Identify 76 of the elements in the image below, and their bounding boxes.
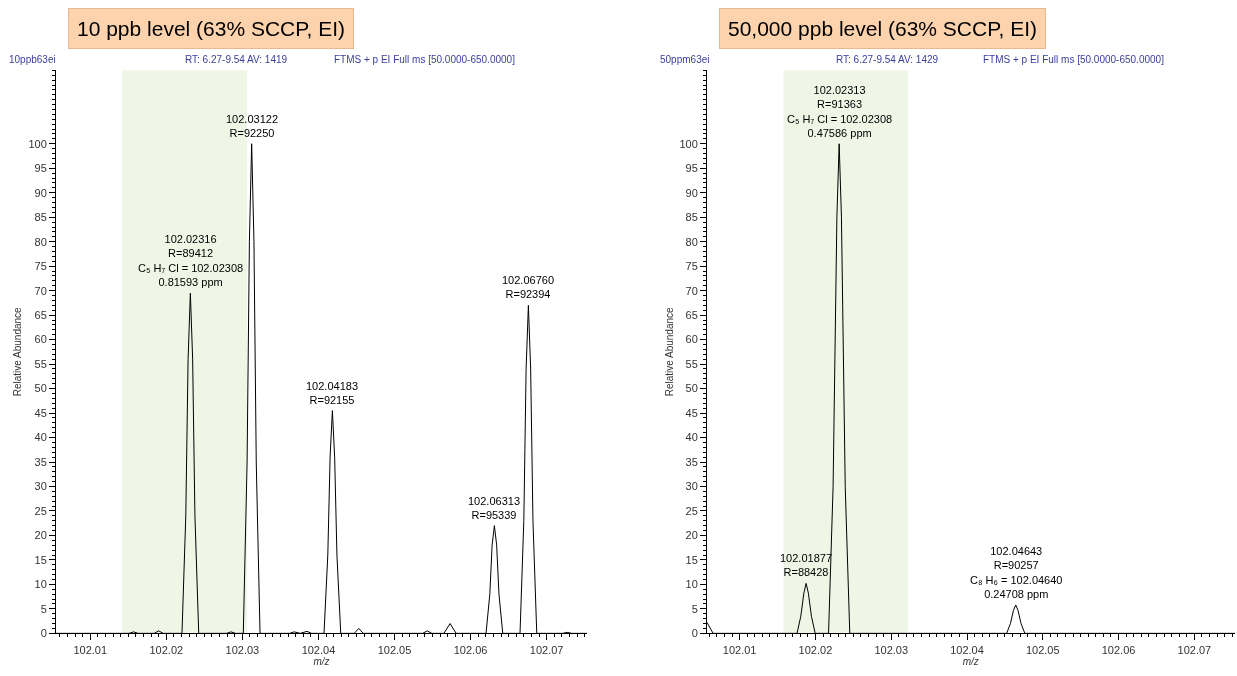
- y-tick-label: 70: [34, 284, 47, 297]
- y-tick-label: 40: [34, 431, 47, 444]
- y-tick-label: 95: [34, 162, 47, 175]
- chart-title: 10 ppb level (63% SCCP, EI): [77, 17, 346, 40]
- y-tick-label: 5: [691, 602, 698, 615]
- y-tick-label: 85: [34, 211, 47, 224]
- annotation: 102.03122 R=92250: [226, 113, 278, 140]
- y-tick-label: 100: [679, 137, 698, 150]
- y-tick-label: 90: [685, 186, 698, 199]
- y-tick-label: 60: [685, 333, 698, 346]
- y-tick-label: 75: [685, 260, 698, 273]
- y-tick-label: 65: [34, 308, 47, 321]
- y-tick-label: 55: [685, 357, 698, 370]
- y-tick-label: 20: [34, 529, 47, 542]
- y-axis-title: Relative Abundance: [663, 306, 675, 397]
- text: 10ppb63ei: [9, 54, 56, 65]
- y-tick-label: 75: [34, 260, 47, 273]
- y-tick-label: 40: [685, 431, 698, 444]
- text: FTMS + p EI Full ms [50.0000-650.0000]: [334, 54, 516, 65]
- x-axis-title: m/z: [962, 655, 979, 667]
- x-tick-label: 102.04: [301, 643, 336, 656]
- y-axis-title: Relative Abundance: [12, 306, 24, 397]
- y-tick-label: 15: [34, 553, 47, 566]
- y-tick-label: 90: [34, 186, 47, 199]
- x-tick-label: 102.05: [377, 643, 412, 656]
- chart-title: 50,000 ppb level (63% SCCP, EI): [728, 17, 1037, 40]
- x-tick-label: 102.07: [1177, 643, 1212, 656]
- y-tick-label: 55: [34, 357, 47, 370]
- y-tick-label: 50: [685, 382, 698, 395]
- annotation: 102.02313 R=91363 C₅ H₇ Cl = 102.02308 0.47586 ppm: [787, 84, 893, 139]
- y-tick-label: 95: [685, 162, 698, 175]
- x-axis-title: m/z: [313, 655, 330, 667]
- y-tick-label: 30: [685, 480, 698, 493]
- x-tick-label: 102.02: [798, 643, 833, 656]
- y-tick-label: 85: [685, 211, 698, 224]
- y-tick-label: 20: [685, 529, 698, 542]
- y-tick-label: 100: [28, 137, 47, 150]
- text: FTMS + p EI Full ms [50.0000-650.0000]: [983, 54, 1165, 65]
- x-tick-label: 102.06: [453, 643, 488, 656]
- y-tick-label: 5: [40, 602, 47, 615]
- text: RT: 6.27-9.54 AV: 1419: [185, 54, 288, 65]
- x-tick-label: 102.04: [950, 643, 984, 656]
- annotation: 102.06760 R=92394: [502, 274, 554, 301]
- y-tick-label: 80: [685, 235, 698, 248]
- x-tick-label: 102.06: [1101, 643, 1136, 656]
- y-tick-label: 80: [34, 235, 47, 248]
- y-tick-label: 15: [685, 553, 698, 566]
- y-tick-label: 65: [685, 308, 698, 321]
- x-tick-label: 102.01: [722, 643, 757, 656]
- x-tick-label: 102.01: [73, 643, 108, 656]
- y-tick-label: 35: [34, 455, 47, 468]
- y-tick-label: 35: [685, 455, 698, 468]
- y-tick-label: 10: [685, 578, 698, 591]
- annotation: 102.04643 R=90257 C₈ H₆ = 102.04640 0.24708 ppm: [970, 545, 1063, 600]
- x-tick-label: 102.03: [225, 643, 260, 656]
- y-tick-label: 60: [34, 333, 47, 346]
- text: RT: 6.27-9.54 AV: 1429: [836, 54, 939, 65]
- annotation: 102.01877 R=88428: [780, 552, 832, 579]
- y-tick-label: 50: [34, 382, 47, 395]
- y-tick-label: 25: [685, 504, 698, 517]
- y-tick-label: 0: [691, 627, 698, 640]
- x-tick-label: 102.03: [874, 643, 909, 656]
- x-tick-label: 102.02: [149, 643, 184, 656]
- y-tick-label: 45: [34, 406, 47, 419]
- annotation: 102.04183 R=92155: [306, 380, 358, 407]
- x-tick-label: 102.07: [529, 643, 564, 656]
- y-tick-label: 70: [685, 284, 698, 297]
- y-tick-label: 45: [685, 406, 698, 419]
- annotation: 102.06313 R=95339: [468, 495, 520, 522]
- annotation: 102.02316 R=89412 C₅ H₇ Cl = 102.02308 0.81593 ppm: [138, 233, 244, 288]
- y-tick-label: 10: [34, 578, 47, 591]
- y-tick-label: 25: [34, 504, 47, 517]
- text: 50ppm63ei: [660, 54, 710, 65]
- y-tick-label: 30: [34, 480, 47, 493]
- y-tick-label: 0: [40, 627, 47, 640]
- x-tick-label: 102.05: [1025, 643, 1060, 656]
